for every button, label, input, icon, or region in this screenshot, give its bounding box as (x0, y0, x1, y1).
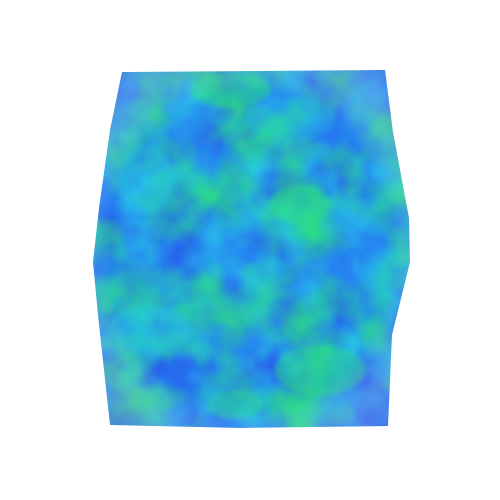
canvas (93, 70, 410, 428)
volume-render (93, 70, 410, 428)
